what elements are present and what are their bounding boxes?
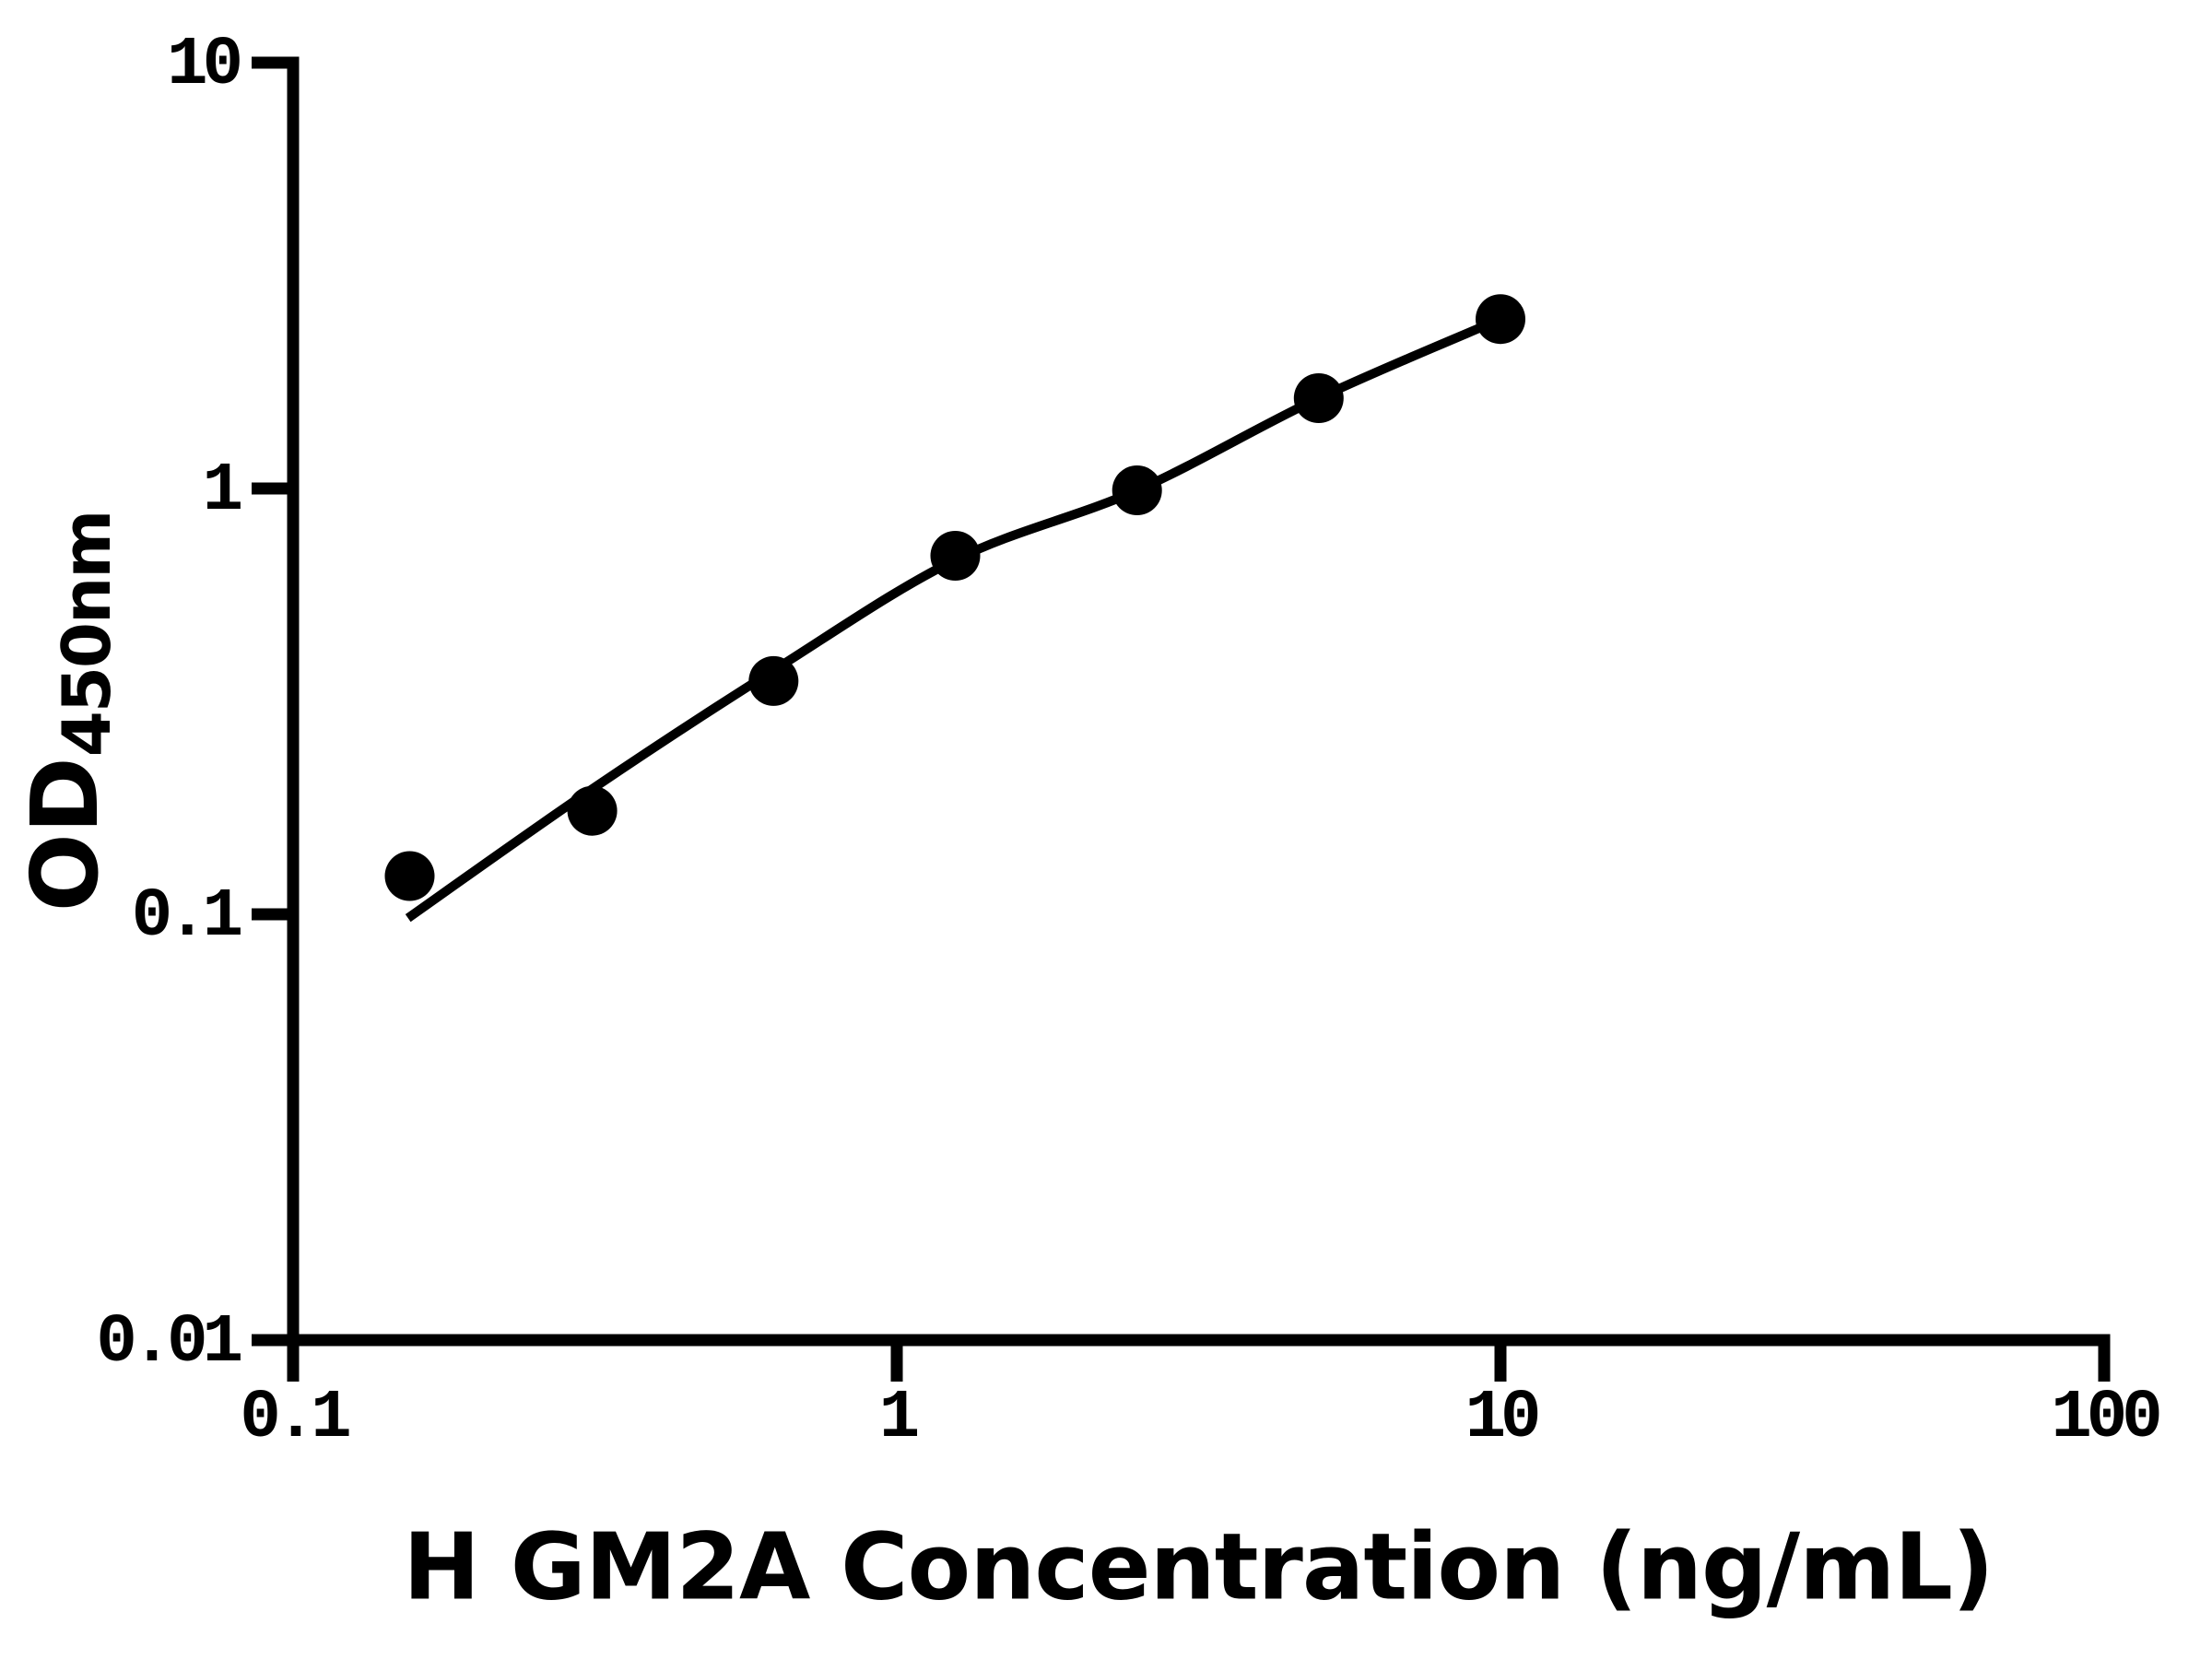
y-tick-label: 0.1 <box>131 878 243 956</box>
axes-layer <box>252 56 2111 1382</box>
y-axis-title: OD450nm <box>11 512 125 912</box>
x-axis-title: H GM2A Concentration (ng/mL) <box>403 1512 1994 1621</box>
x-tick-label: 100 <box>2051 1380 2162 1457</box>
data-point-marker <box>748 655 799 706</box>
data-point-marker <box>1293 373 1344 423</box>
y-tick-label: 10 <box>167 27 243 104</box>
axis-spine <box>287 56 2111 1347</box>
y-tick-label: 0.01 <box>96 1304 243 1382</box>
data-point-marker <box>384 851 435 901</box>
x-tick-label: 10 <box>1465 1380 1542 1457</box>
data-point-marker <box>930 531 981 581</box>
data-point-marker <box>567 785 618 836</box>
data-point-marker <box>1112 465 1162 515</box>
y-axis-title-subscript: 450nm <box>48 511 125 758</box>
y-axis-title-base: OD <box>11 757 119 912</box>
data-point-layer <box>384 294 1525 901</box>
x-tick-label: 1 <box>878 1380 920 1457</box>
x-tick-label: 0.1 <box>240 1380 351 1457</box>
y-tick-label: 1 <box>202 453 243 530</box>
data-point-marker <box>1476 294 1525 345</box>
